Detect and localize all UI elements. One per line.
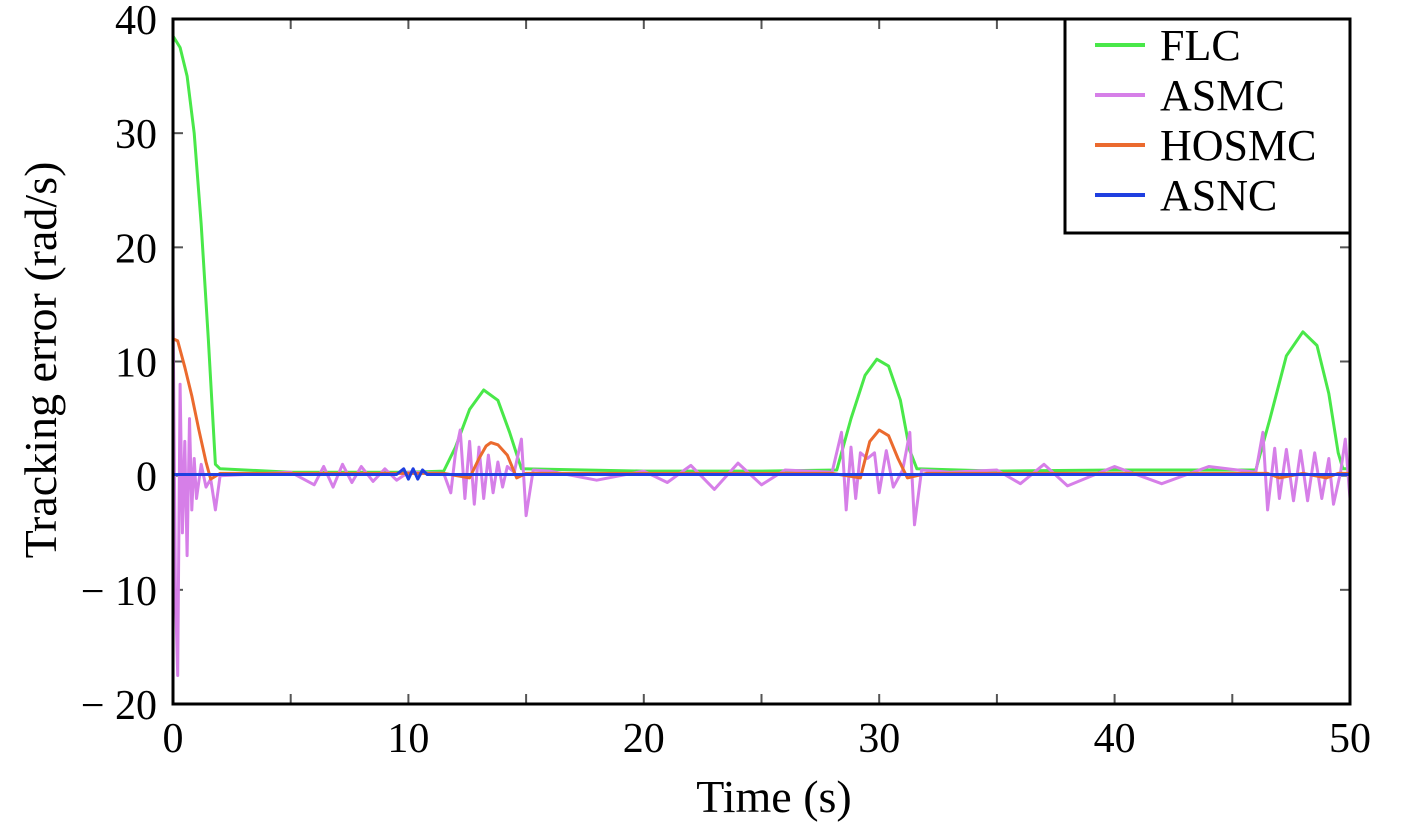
legend-label-asnc: ASNC [1160,171,1277,220]
x-tick-label: 40 [1094,716,1136,762]
series-line-asnc [173,467,1350,481]
y-tick-label: 30 [115,112,157,158]
y-tick-label: − 20 [81,683,157,729]
series-layer [173,35,1350,677]
x-tick-label: 50 [1329,716,1371,762]
x-tick-label: 30 [858,716,900,762]
plot-frame [171,17,1352,706]
legend-box [1063,17,1352,235]
y-tick-label: 0 [136,455,157,501]
legend-label-hosmc: HOSMC [1160,121,1317,170]
y-axis-title: Tracking error (rad/s) [15,162,66,559]
x-tick-label: 0 [163,716,184,762]
tick-labels: 0 10 20 30 40 50 40 30 20 10 0 − 10 − 20 [81,0,1371,762]
x-tick-label: 20 [623,716,665,762]
legend-label-asmc: ASMC [1160,71,1285,120]
y-tick-label: 40 [115,0,157,44]
y-tick-label: − 10 [81,569,157,615]
legend-label-flc: FLC [1160,21,1241,70]
y-tick-label: 10 [115,341,157,387]
x-tick-label: 10 [387,716,429,762]
x-axis-title: Time (s) [696,771,852,822]
y-tick-label: 20 [115,226,157,272]
